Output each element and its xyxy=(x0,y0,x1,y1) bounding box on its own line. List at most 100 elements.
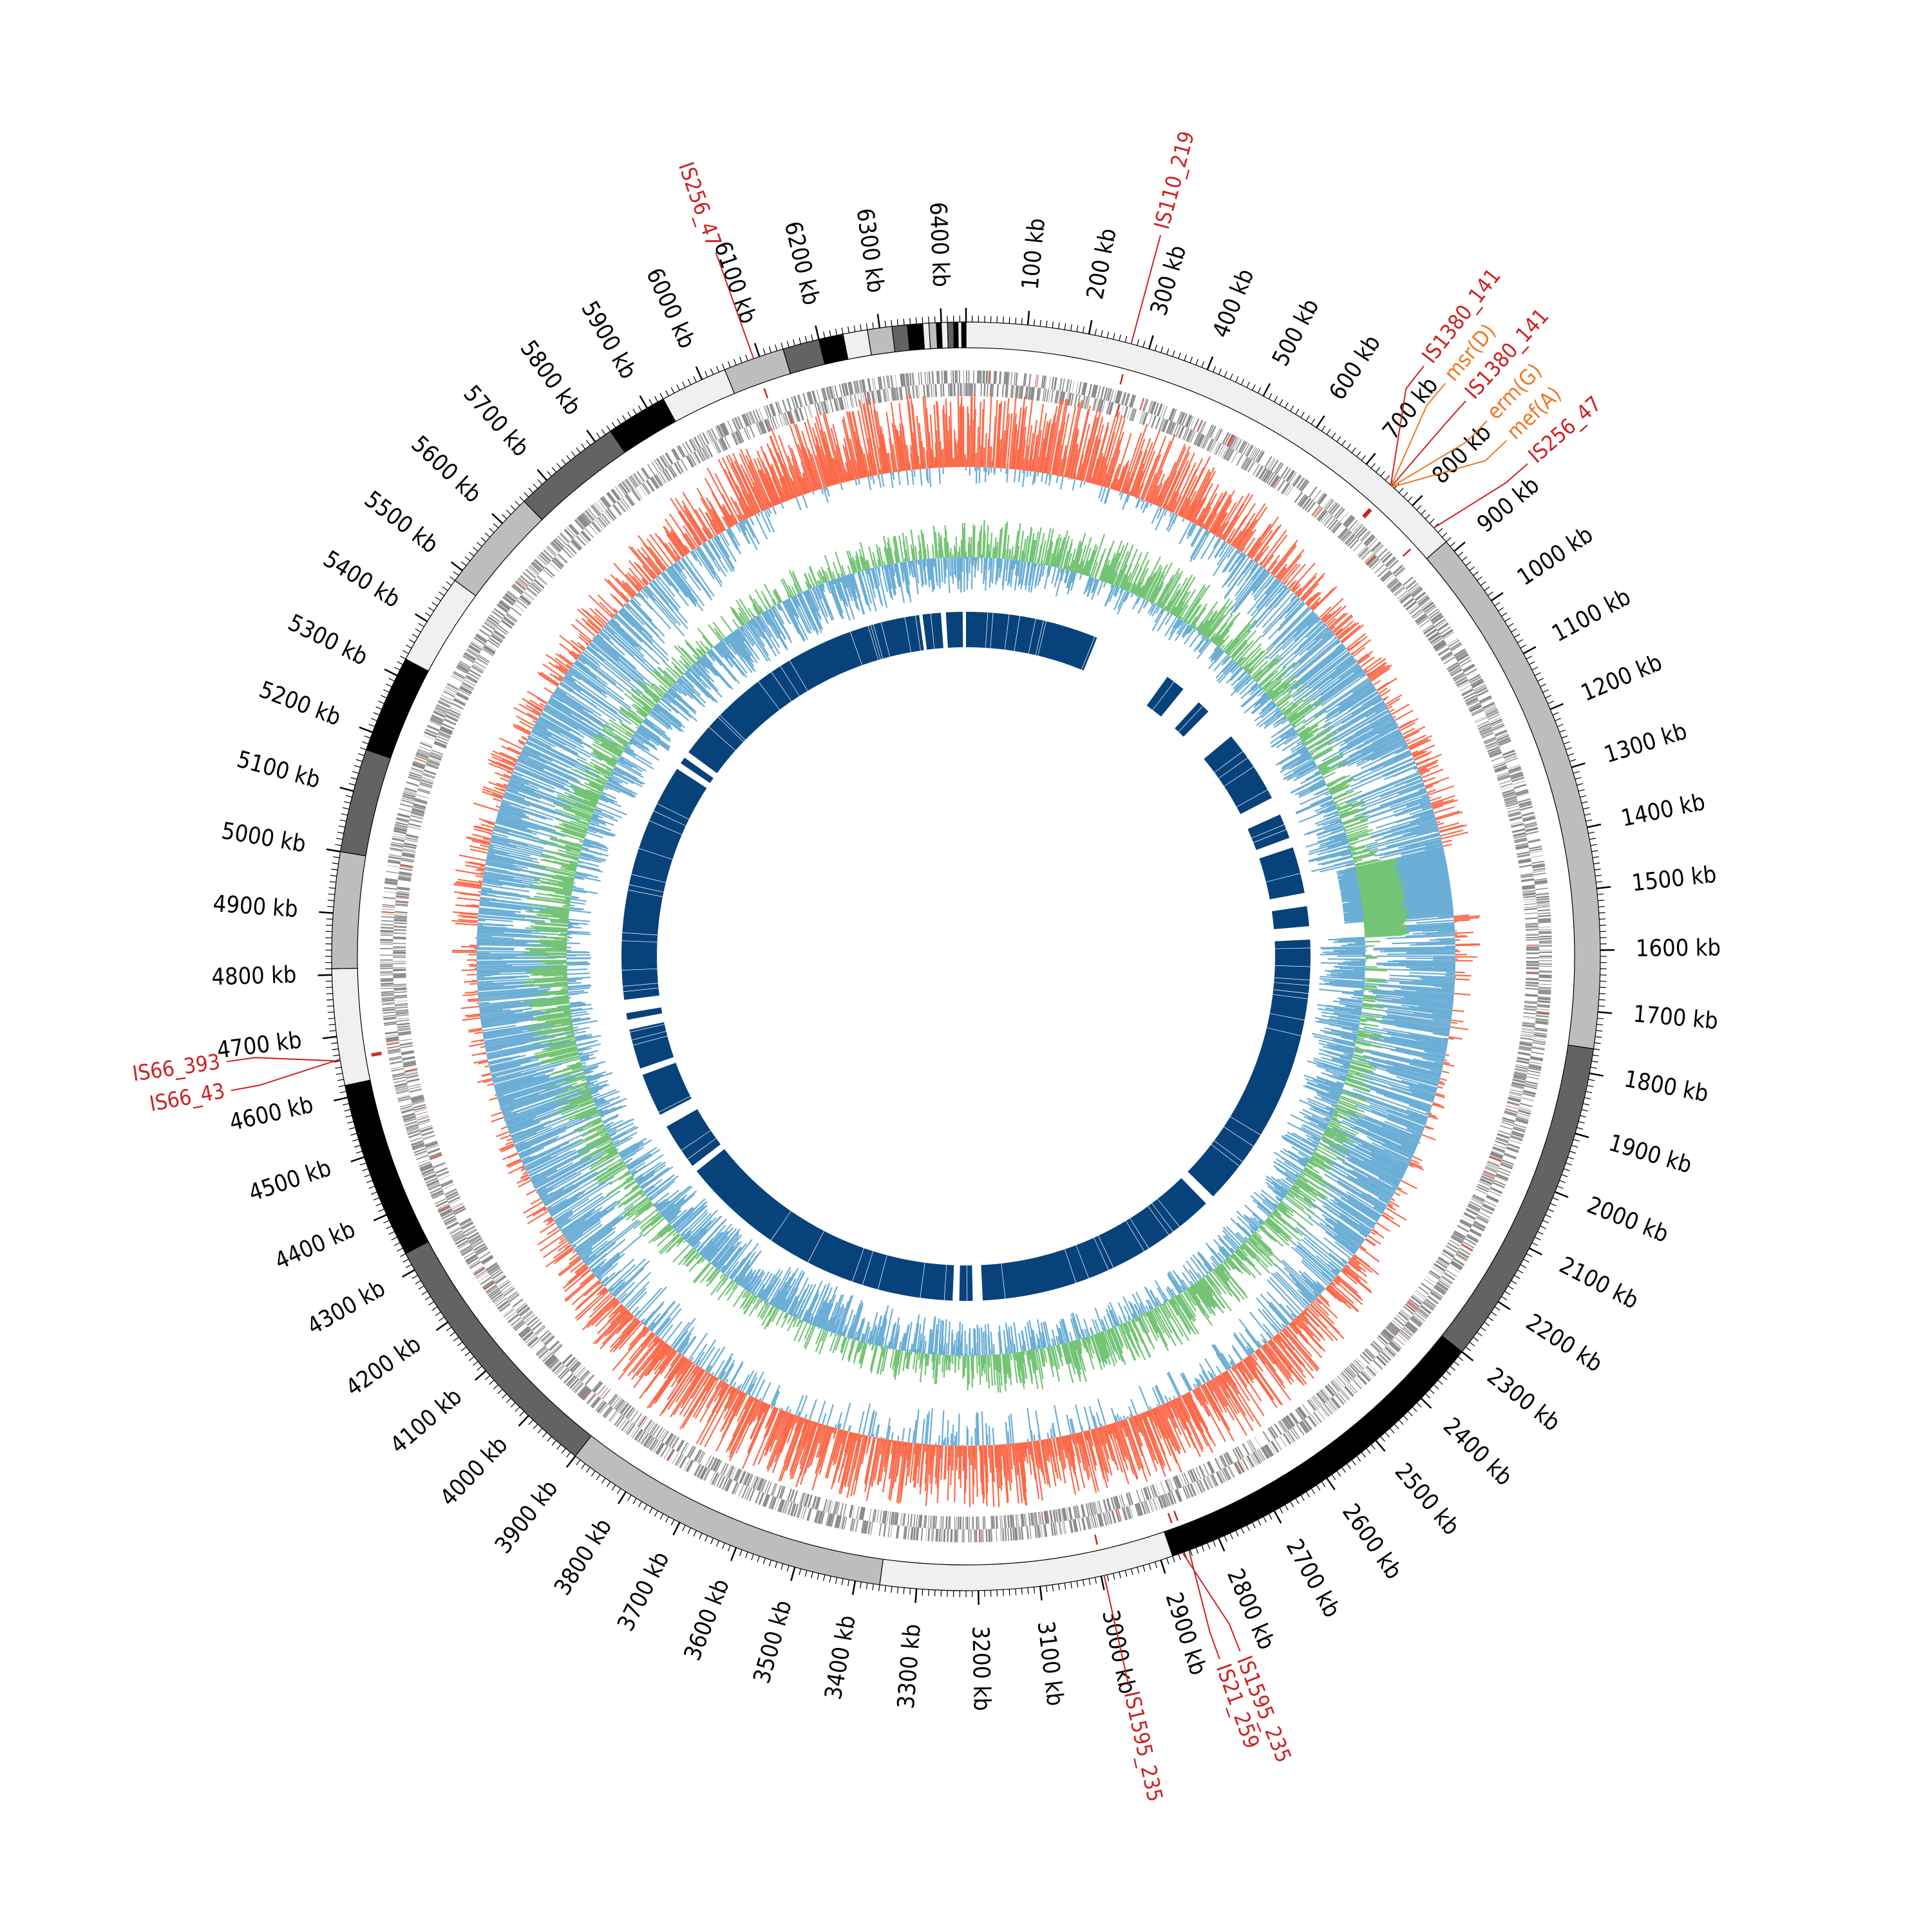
gene-feature xyxy=(1537,1005,1550,1009)
gene-feature xyxy=(1520,873,1533,877)
minor-tick xyxy=(1021,1588,1023,1595)
gene-feature xyxy=(1528,1066,1542,1070)
minor-tick xyxy=(1555,717,1562,721)
gene-feature xyxy=(1228,1465,1235,1477)
minor-tick xyxy=(480,537,486,542)
minor-tick xyxy=(1076,1580,1079,1587)
gene-feature xyxy=(1500,1163,1513,1170)
gene-feature xyxy=(1455,650,1467,659)
gene-feature xyxy=(1365,1367,1374,1378)
gene-feature xyxy=(1430,612,1441,621)
minor-tick xyxy=(424,612,431,617)
gene-feature xyxy=(1175,1475,1181,1488)
minor-tick xyxy=(338,1084,345,1088)
gene-feature xyxy=(1004,1528,1007,1541)
gene-feature xyxy=(1193,432,1200,445)
gene-feature xyxy=(1454,1231,1466,1239)
minor-tick xyxy=(1469,1341,1475,1347)
minor-tick xyxy=(596,432,601,439)
gene-feature xyxy=(1538,990,1551,992)
tick-label: 5000 kb xyxy=(220,818,308,858)
gene-feature xyxy=(1325,1385,1334,1397)
minor-tick xyxy=(352,1139,359,1142)
gene-feature xyxy=(1501,786,1513,790)
gene-feature xyxy=(1447,638,1459,646)
minor-tick xyxy=(1593,862,1600,864)
gene-feature xyxy=(1312,506,1322,517)
gene-feature xyxy=(1290,1412,1299,1425)
gene-feature xyxy=(1506,1102,1520,1106)
tick-label: 4600 kb xyxy=(227,1092,316,1136)
gene-feature xyxy=(447,683,459,690)
gene-feature xyxy=(1383,1329,1394,1339)
gene-feature xyxy=(1515,1068,1528,1072)
gene-feature xyxy=(1410,1296,1422,1305)
gene-feature xyxy=(1249,446,1256,459)
minor-tick xyxy=(1201,361,1205,368)
gene-feature xyxy=(1536,900,1549,903)
gene-feature xyxy=(1497,775,1510,781)
tick-label: 2000 kb xyxy=(1584,1192,1672,1248)
gene-feature xyxy=(1522,887,1535,890)
gene-feature xyxy=(1457,1225,1470,1233)
gene-feature xyxy=(1413,1314,1424,1323)
tick-label: 1700 kb xyxy=(1632,1001,1719,1034)
gene-feature xyxy=(1513,833,1526,837)
gene-feature xyxy=(1518,1110,1531,1115)
minor-tick xyxy=(345,795,352,798)
gene-feature xyxy=(453,698,466,705)
gene-feature xyxy=(1523,1090,1537,1094)
minor-tick xyxy=(446,581,452,586)
minor-tick xyxy=(1526,1253,1533,1257)
minor-tick xyxy=(1589,838,1596,840)
minor-tick xyxy=(402,1258,409,1263)
gene-feature xyxy=(1211,1474,1217,1486)
contig-block xyxy=(961,321,967,348)
minor-tick xyxy=(397,661,403,665)
gene-feature xyxy=(1382,1330,1393,1340)
gene-feature xyxy=(1097,399,1102,412)
gene-feature xyxy=(1518,1051,1531,1055)
gene-feature xyxy=(1263,1446,1271,1457)
gene-feature xyxy=(1369,558,1379,568)
minor-tick xyxy=(1039,319,1041,327)
gene-feature xyxy=(1330,1381,1340,1392)
gene-feature xyxy=(1066,379,1070,392)
gene-feature xyxy=(1316,1394,1324,1405)
gene-feature xyxy=(1519,802,1532,808)
gene-feature xyxy=(1486,1197,1499,1203)
gene-feature xyxy=(1446,661,1459,670)
gene-feature xyxy=(694,451,701,464)
gene-feature xyxy=(972,370,974,384)
gene-feature xyxy=(1155,417,1161,430)
minor-tick xyxy=(1257,387,1262,393)
tick-label: 6100 kb xyxy=(708,238,761,327)
gene-feature xyxy=(1410,585,1421,595)
minor-tick xyxy=(350,777,357,780)
gene-feature xyxy=(1482,703,1495,710)
gene-feature xyxy=(1470,705,1482,712)
minor-tick xyxy=(1218,368,1222,375)
gene-feature xyxy=(1537,1009,1550,1010)
gene-feature xyxy=(1460,1219,1472,1227)
minor-tick xyxy=(1331,1474,1336,1481)
gene-feature xyxy=(1172,1477,1179,1490)
gene-feature xyxy=(1504,753,1517,759)
gene-feature xyxy=(978,1529,981,1542)
gene-feature xyxy=(1302,498,1312,509)
minor-tick xyxy=(896,1587,899,1594)
gene-feature xyxy=(1528,1070,1540,1074)
gene-feature xyxy=(520,594,531,604)
gene-feature xyxy=(1533,1034,1547,1037)
gene-feature xyxy=(1028,386,1030,400)
gene-feature xyxy=(1535,1023,1548,1025)
gene-feature xyxy=(999,1515,1001,1529)
gene-feature xyxy=(1515,1068,1528,1072)
minor-tick xyxy=(693,376,697,383)
tick-label: 5200 kb xyxy=(256,676,345,731)
gene-feature xyxy=(1380,1350,1391,1361)
gene-feature xyxy=(1419,1305,1431,1314)
gene-feature xyxy=(1394,1317,1405,1327)
minor-tick xyxy=(435,1311,441,1316)
minor-tick xyxy=(1480,581,1486,586)
